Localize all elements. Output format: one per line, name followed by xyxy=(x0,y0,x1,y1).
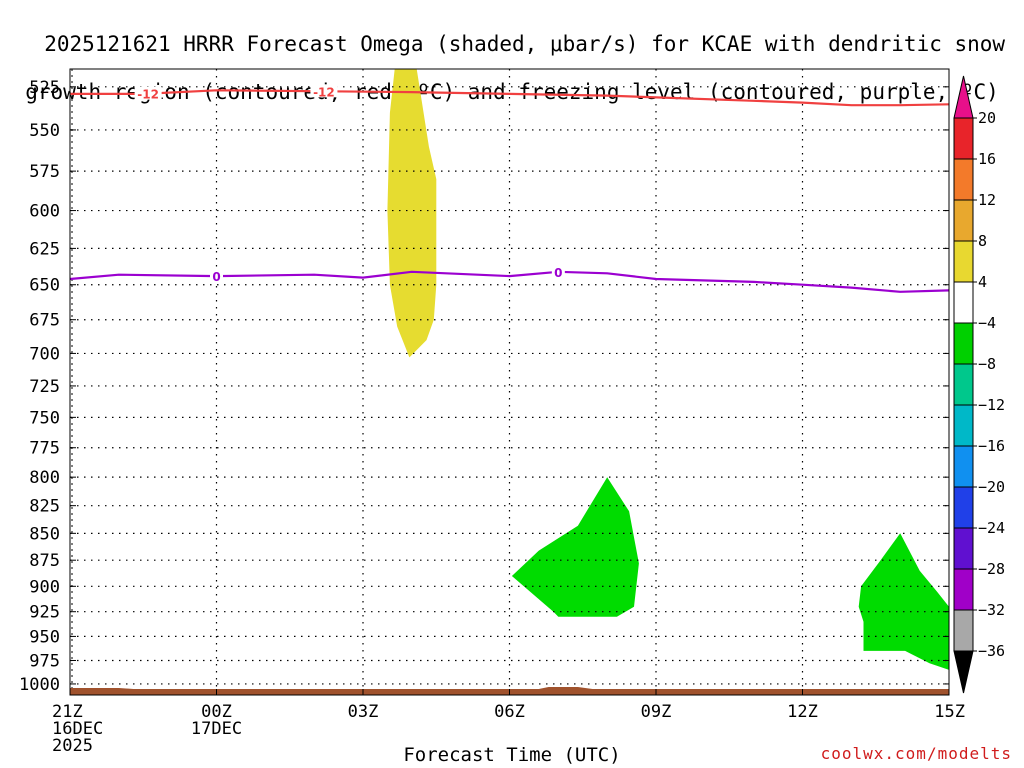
y-tick-label-650: 650 xyxy=(29,276,60,296)
x-tick-label-24-1: 17DEC xyxy=(191,719,242,739)
colorbar-label-10: −24 xyxy=(978,519,1005,537)
colorbar-label-3: 8 xyxy=(978,232,987,250)
x-tick-label-21-0: 21Z xyxy=(52,702,83,722)
colorbar-top-arrow xyxy=(953,75,974,119)
x-tick-label-21-1: 16DEC xyxy=(52,719,103,739)
contour-label-0-0: -12 xyxy=(137,88,159,102)
credit-link[interactable]: coolwx.com/modelts xyxy=(820,744,1012,763)
contour-layer: -12 -12 0 0 xyxy=(69,84,950,293)
colorbar-bin-10 xyxy=(953,527,974,570)
colorbar-label-9: −20 xyxy=(978,478,1005,496)
y-tick-label-525: 525 xyxy=(29,78,60,98)
x-tick-label-30-0: 06Z xyxy=(494,702,525,722)
y-tick-label-975: 975 xyxy=(29,651,60,671)
colorbar-label-6: −8 xyxy=(978,355,996,373)
y-tick-label-575: 575 xyxy=(29,162,60,182)
omega-region-1 xyxy=(511,477,639,617)
y-tick-label-700: 700 xyxy=(29,344,60,364)
colorbar-label-13: −36 xyxy=(978,642,1005,660)
contour-label-1-0: 0 xyxy=(212,270,220,284)
y-tick-label-825: 825 xyxy=(29,497,60,517)
omega-region-0 xyxy=(387,69,437,358)
y-tick-label-925: 925 xyxy=(29,603,60,623)
colorbar: 20 16 12 8 4 −4 −8 −12 −16 −20 −24 −28 −32 −36 xyxy=(953,75,1005,694)
colorbar-bin-8 xyxy=(953,445,974,488)
y-tick-label-725: 725 xyxy=(29,377,60,397)
colorbar-bin-11 xyxy=(953,568,974,611)
y-tick-label-1000: 1000 xyxy=(19,675,60,695)
contour-label-bg-0-0 xyxy=(134,86,162,100)
x-tick-label-39-0: 15Z xyxy=(934,702,965,722)
x-tick-label-36-0: 12Z xyxy=(787,702,818,722)
colorbar-label-7: −12 xyxy=(978,396,1005,414)
colorbar-label-8: −16 xyxy=(978,437,1005,455)
y-tick-label-600: 600 xyxy=(29,202,60,222)
colorbar-label-0: 20 xyxy=(978,109,996,127)
colorbar-bin-6 xyxy=(953,363,974,406)
colorbar-bin-2 xyxy=(953,199,974,242)
x-tick-label-33-0: 09Z xyxy=(641,702,672,722)
colorbar-bottom-arrow xyxy=(953,650,974,694)
colorbar-label-5: −4 xyxy=(978,314,996,332)
x-tick-label-21-2: 2025 xyxy=(52,736,93,756)
colorbar-label-2: 12 xyxy=(978,191,996,209)
y-tick-label-775: 775 xyxy=(29,439,60,459)
y-tick-label-800: 800 xyxy=(29,468,60,488)
colorbar-bin-12 xyxy=(953,609,974,652)
y-tick-label-675: 675 xyxy=(29,311,60,331)
chart-title: 2025121621 HRRR Forecast Omega (shaded, … xyxy=(0,8,1024,128)
y-tick-label-750: 750 xyxy=(29,408,60,428)
contour-label-bg-1-1 xyxy=(551,264,565,278)
colorbar-label-4: 4 xyxy=(978,273,987,291)
y-tick-label-950: 950 xyxy=(29,627,60,647)
contour-label-bg-1-0 xyxy=(210,269,223,283)
y-tick-label-850: 850 xyxy=(29,524,60,544)
contour-label-0-1: -12 xyxy=(313,85,335,99)
title-line-1: 2025121621 HRRR Forecast Omega (shaded, … xyxy=(44,32,1006,56)
colorbar-label-1: 16 xyxy=(978,150,996,168)
contour-line-1 xyxy=(69,270,950,293)
colorbar-bin-1 xyxy=(953,158,974,201)
y-tick-label-625: 625 xyxy=(29,239,60,259)
x-axis-title: Forecast Time (UTC) xyxy=(403,744,621,766)
colorbar-bin-3 xyxy=(953,240,974,283)
colorbar-label-11: −28 xyxy=(978,560,1005,578)
colorbar-bin-0 xyxy=(953,117,974,160)
grid-layer xyxy=(70,69,949,695)
colorbar-bin-4 xyxy=(953,281,974,324)
colorbar-bin-9 xyxy=(953,486,974,529)
y-tick-label-550: 550 xyxy=(29,121,60,141)
contour-line-0 xyxy=(70,89,950,107)
colorbar-label-12: −32 xyxy=(978,601,1005,619)
colorbar-bin-5 xyxy=(953,322,974,365)
colorbar-bin-7 xyxy=(953,404,974,447)
y-tick-label-875: 875 xyxy=(29,551,60,571)
x-tick-label-27-0: 03Z xyxy=(348,702,379,722)
y-axis: 525 550 575 600 625 650 675 700 725 750 775 800 825 8… xyxy=(19,78,949,695)
contour-label-bg-0-1 xyxy=(310,84,338,98)
x-tick-label-24-0: 00Z xyxy=(201,702,232,722)
contour-label-1-1: 0 xyxy=(554,266,562,280)
y-tick-label-900: 900 xyxy=(29,577,60,597)
omega-region-2 xyxy=(858,533,949,670)
omega-shaded-layer xyxy=(387,69,949,670)
